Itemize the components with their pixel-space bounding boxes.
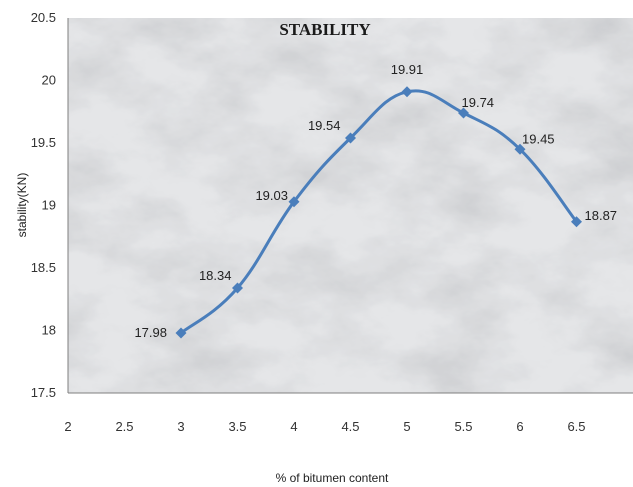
x-tick-label: 5 [403, 419, 410, 434]
y-axis-ticks: 17.5 18 18.5 19 19.5 20 20.5 [31, 10, 56, 400]
x-tick-label: 5.5 [454, 419, 472, 434]
data-label: 19.74 [462, 95, 495, 110]
chart-title: STABILITY [279, 20, 370, 39]
y-tick-label: 18.5 [31, 260, 56, 275]
plot-background-texture [68, 18, 633, 393]
data-point-marker [288, 196, 300, 208]
x-tick-label: 2 [64, 419, 71, 434]
x-tick-label: 4.5 [341, 419, 359, 434]
x-tick-label: 6 [516, 419, 523, 434]
x-axis-ticks: 2 2.5 3 3.5 4 4.5 5 5.5 6 6.5 [64, 419, 585, 434]
data-label: 19.03 [255, 188, 288, 203]
data-point-marker [232, 282, 243, 294]
data-point-marker [175, 327, 187, 339]
data-point-marker [458, 107, 469, 119]
data-point-marker [514, 143, 526, 155]
y-tick-label: 20 [42, 73, 56, 88]
x-tick-label: 3 [177, 419, 184, 434]
y-tick-label: 19.5 [31, 135, 56, 150]
data-label: 19.54 [308, 118, 341, 133]
x-tick-label: 4 [290, 419, 297, 434]
data-label: 18.34 [199, 268, 232, 283]
data-label: 19.91 [391, 62, 424, 77]
series-line [179, 89, 578, 335]
data-point-marker [345, 132, 356, 144]
series-markers [175, 86, 582, 339]
x-tick-label: 3.5 [228, 419, 246, 434]
data-point-marker [401, 86, 413, 98]
y-tick-label: 19 [42, 198, 56, 213]
y-axis-title: stability(KN) [15, 173, 29, 238]
data-point-marker [571, 216, 582, 228]
x-axis-title: % of bitumen content [276, 471, 389, 485]
data-label: 17.98 [134, 325, 167, 340]
data-label: 18.87 [585, 208, 618, 223]
y-tick-label: 20.5 [31, 10, 56, 25]
data-labels: 17.98 18.34 19.03 19.54 19.91 19.74 19.45 18.87 [134, 62, 617, 340]
data-label: 19.45 [522, 131, 555, 146]
y-tick-label: 17.5 [31, 385, 56, 400]
y-tick-label: 18 [42, 323, 56, 338]
plot-area [68, 18, 633, 393]
x-tick-label: 6.5 [567, 419, 585, 434]
x-tick-label: 2.5 [115, 419, 133, 434]
